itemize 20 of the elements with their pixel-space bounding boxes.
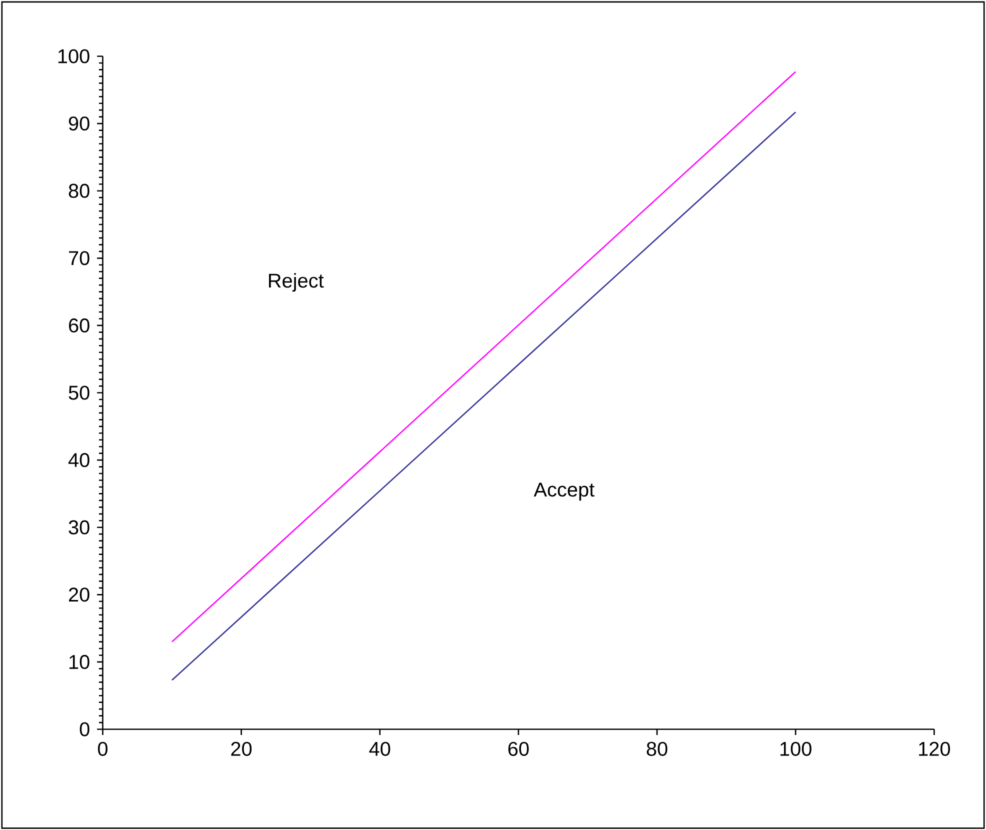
- y-tick-label: 100: [58, 49, 90, 64]
- x-tick-label: 60: [508, 742, 529, 756]
- y-tick-label: 90: [68, 116, 90, 131]
- y-tick-label: 70: [69, 251, 90, 266]
- annotation: Accept: [534, 482, 594, 501]
- annotation: Reject: [269, 273, 324, 292]
- x-tick-label: 40: [369, 742, 390, 756]
- x-tick-label: 0: [98, 742, 108, 756]
- x-tick-label: 100: [780, 742, 812, 756]
- x-tick-label: 20: [231, 742, 252, 756]
- y-tick-label: 60: [69, 318, 90, 332]
- y-tick-label: 50: [68, 386, 90, 400]
- y-tick-label: 30: [68, 520, 90, 534]
- x-tick-label: 120: [919, 742, 950, 756]
- y-tick-label: 40: [68, 452, 90, 468]
- y-tick-label: 80: [68, 184, 90, 198]
- y-tick-label: 10: [70, 654, 90, 669]
- x-tick-label: 80: [646, 742, 668, 756]
- y-tick-label: 0: [80, 722, 90, 736]
- y-tick-label: 20: [68, 588, 90, 602]
